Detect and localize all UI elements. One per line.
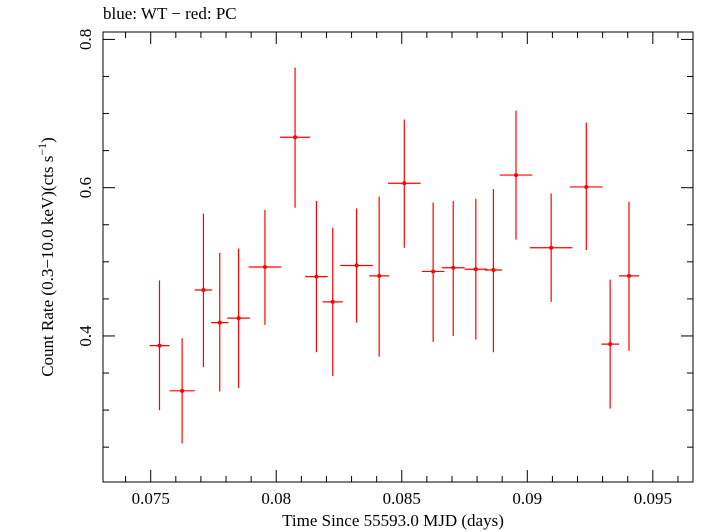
data-point [514, 173, 518, 178]
data-point [608, 342, 613, 347]
data-point [491, 267, 496, 272]
x-tick-label: 0.08 [261, 489, 291, 508]
data-point [201, 287, 206, 292]
data-point [473, 267, 478, 272]
data-point [330, 299, 335, 304]
data-point [293, 135, 298, 140]
data-point [377, 273, 382, 278]
y-axis-label-main: Count Rate (0.3−10.0 keV)(cts s [38, 156, 57, 377]
x-tick-label: 0.095 [634, 489, 672, 508]
y-axis-label-sup: −1 [35, 143, 49, 156]
data-point [180, 388, 185, 393]
data-point [402, 181, 407, 186]
y-axis-label: Count Rate (0.3−10.0 keV)(cts s−1) [35, 137, 57, 377]
data-point [549, 245, 554, 250]
chart-title: blue: WT − red: PC [103, 4, 237, 23]
data-point [314, 274, 319, 279]
data-point [262, 265, 267, 270]
data-point [451, 265, 456, 270]
data-point [626, 273, 631, 278]
data-point [157, 343, 162, 348]
y-tick-label: 0.8 [76, 29, 95, 50]
data-point [584, 184, 589, 189]
y-axis-label-tail: ) [38, 137, 57, 143]
x-tick-label: 0.09 [512, 489, 542, 508]
data-point [217, 320, 222, 325]
data-point [431, 269, 436, 274]
x-axis-label: Time Since 55593.0 MJD (days) [282, 511, 504, 530]
y-tick-label: 0.6 [76, 177, 95, 198]
data-point [354, 263, 359, 268]
x-tick-label: 0.075 [132, 489, 170, 508]
y-tick-label: 0.4 [76, 325, 95, 347]
data-point [236, 316, 241, 321]
plot-frame [102, 31, 694, 483]
x-tick-label: 0.085 [383, 489, 421, 508]
